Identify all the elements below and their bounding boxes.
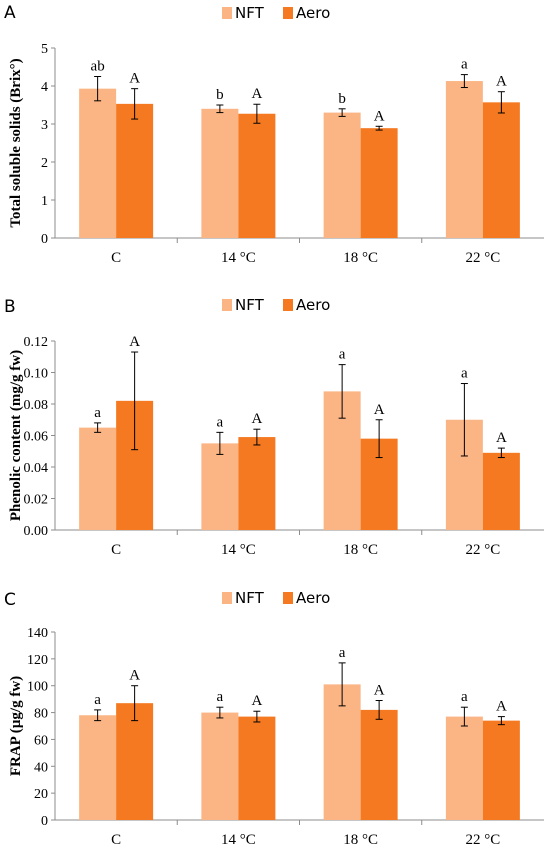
- bar-aero: [360, 128, 398, 238]
- bar-nft: [201, 443, 239, 530]
- significance-label: a: [339, 645, 346, 661]
- significance-label: a: [94, 405, 101, 421]
- significance-label: a: [217, 689, 224, 705]
- chart-panel-a: A NFT Aero 0 1 2 3 4 5 Total soluble solids (Brix…: [4, 3, 544, 266]
- significance-label: A: [496, 430, 507, 446]
- significance-label: A: [129, 334, 140, 350]
- bar-aero: [482, 102, 520, 238]
- legend-label-aero: Aero: [296, 4, 330, 22]
- x-tick-label: 22 °C: [465, 542, 500, 558]
- chart-panel-c: C NFT Aero 0 20 40 60 80 100 120 140 FRAP (µg/g fw)…: [4, 589, 544, 848]
- y-tick-label: 4: [41, 80, 48, 95]
- bar-aero: [238, 716, 276, 820]
- x-tick-label: 18 °C: [343, 542, 378, 558]
- y-tick-label: 0: [41, 232, 48, 247]
- bar-aero: [360, 709, 398, 820]
- significance-label: A: [129, 668, 140, 684]
- x-tick-label: C: [111, 832, 121, 848]
- bar-aero: [116, 103, 154, 238]
- bar-aero: [116, 703, 154, 820]
- x-tick-label: 14 °C: [221, 250, 256, 266]
- bar-nft: [79, 88, 117, 238]
- significance-label: A: [251, 411, 262, 427]
- y-tick-label: 0.02: [24, 493, 49, 508]
- y-tick-label: 0.12: [24, 335, 49, 350]
- significance-label: a: [94, 692, 101, 708]
- y-tick-label: 3: [41, 118, 48, 133]
- panel-letter: B: [4, 297, 16, 317]
- bar-nft: [445, 716, 483, 820]
- significance-label: a: [217, 414, 224, 430]
- x-tick-label: 14 °C: [221, 832, 256, 848]
- y-axis-label: Total soluble solids (Brix°): [8, 58, 24, 227]
- bar-aero: [238, 437, 276, 530]
- x-tick-label: 22 °C: [465, 250, 500, 266]
- bar-nft: [201, 712, 239, 820]
- bar-aero: [238, 113, 276, 238]
- panel-letter: A: [4, 3, 16, 23]
- significance-label: A: [129, 71, 140, 87]
- significance-label: A: [374, 402, 385, 418]
- bar-nft: [445, 81, 483, 238]
- chart-panel-b: B NFT Aero 0.00 0.02 0.04 0.06 0.08 0.10 0.12Phen…: [4, 296, 544, 558]
- bar-aero: [482, 720, 520, 820]
- y-tick-label: 1: [41, 194, 48, 209]
- significance-label: A: [374, 108, 385, 124]
- x-tick-label: 18 °C: [343, 832, 378, 848]
- y-tick-label: 0.06: [24, 430, 49, 445]
- y-tick-label: 60: [34, 733, 48, 748]
- x-tick-label: 22 °C: [465, 832, 500, 848]
- y-tick-label: 5: [41, 42, 48, 57]
- significance-label: a: [461, 57, 468, 73]
- legend-label-nft: NFT: [235, 296, 265, 314]
- significance-label: A: [251, 86, 262, 102]
- legend-swatch-aero: [283, 7, 293, 19]
- significance-label: b: [338, 91, 346, 107]
- y-tick-label: 140: [27, 626, 48, 641]
- y-tick-label: 40: [34, 760, 48, 775]
- legend-swatch-nft: [222, 592, 232, 604]
- bar-nft: [323, 112, 361, 238]
- y-tick-label: 0.08: [24, 398, 49, 413]
- y-tick-label: 120: [27, 653, 48, 668]
- y-tick-label: 0.04: [24, 461, 49, 476]
- y-tick-label: 20: [34, 787, 48, 802]
- significance-label: ab: [91, 59, 105, 75]
- x-tick-label: C: [111, 542, 121, 558]
- bar-aero: [482, 452, 520, 530]
- y-tick-label: 0.10: [24, 367, 49, 382]
- significance-label: A: [496, 74, 507, 90]
- significance-label: b: [216, 87, 224, 103]
- legend-label-aero: Aero: [296, 296, 330, 314]
- significance-label: a: [461, 366, 468, 382]
- x-tick-label: 18 °C: [343, 250, 378, 266]
- legend-swatch-aero: [283, 299, 293, 311]
- y-tick-label: 80: [34, 707, 48, 722]
- panel-letter: C: [4, 590, 16, 610]
- y-tick-label: 0: [41, 814, 48, 829]
- legend-swatch-nft: [222, 7, 232, 19]
- y-tick-label: 0.00: [24, 524, 49, 539]
- bar-nft: [323, 684, 361, 820]
- bar-nft: [79, 427, 117, 530]
- x-tick-label: 14 °C: [221, 542, 256, 558]
- y-tick-label: 100: [27, 680, 48, 695]
- y-axis-label: FRAP (µg/g fw): [8, 676, 24, 776]
- y-tick-label: 2: [41, 156, 48, 171]
- significance-label: a: [339, 347, 346, 363]
- significance-label: A: [251, 693, 262, 709]
- bar-nft: [79, 715, 117, 820]
- legend-label-aero: Aero: [296, 589, 330, 607]
- legend-swatch-aero: [283, 592, 293, 604]
- bar-nft: [201, 108, 239, 238]
- x-tick-label: C: [111, 250, 121, 266]
- legend-swatch-nft: [222, 299, 232, 311]
- significance-label: A: [374, 682, 385, 698]
- y-axis-label: Phenolic content (mg/g fw): [8, 350, 24, 521]
- legend-label-nft: NFT: [235, 589, 265, 607]
- significance-label: a: [461, 689, 468, 705]
- legend-label-nft: NFT: [235, 4, 265, 22]
- significance-label: A: [496, 699, 507, 715]
